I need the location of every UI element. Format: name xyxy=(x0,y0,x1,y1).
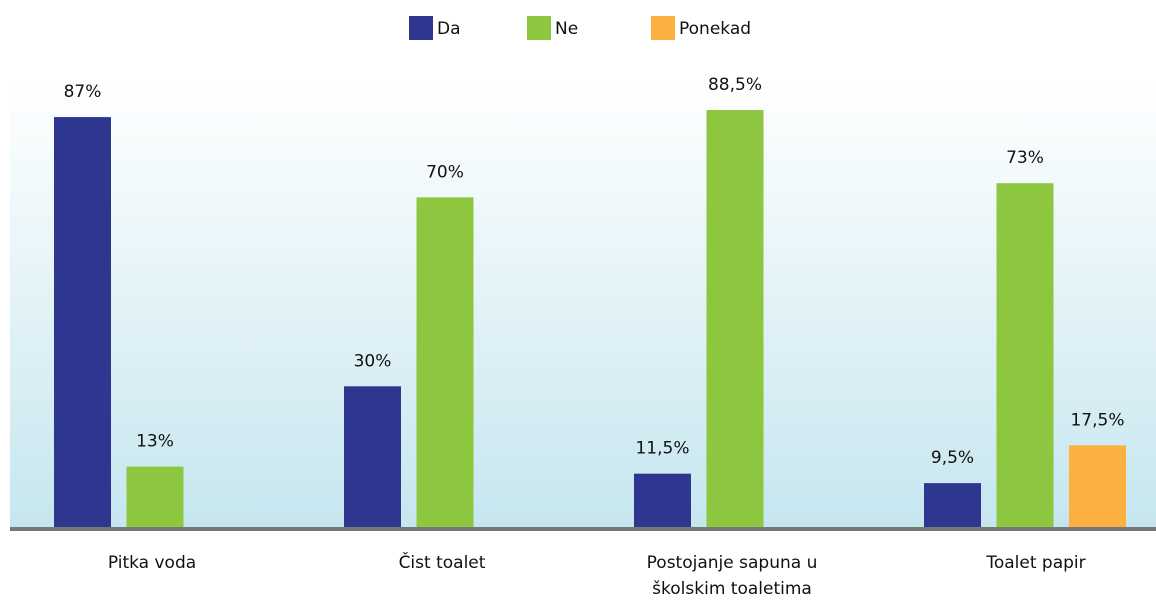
bar xyxy=(54,117,111,528)
bar xyxy=(996,183,1054,528)
category-label: Toalet papir xyxy=(986,553,1086,573)
bar xyxy=(344,386,401,528)
category-label: Čist toalet xyxy=(398,553,486,573)
value-label: 17,5% xyxy=(1070,410,1124,430)
legend-label: Ponekad xyxy=(679,19,751,39)
category-label: Postojanje sapuna u školskim toaletima xyxy=(646,553,818,599)
value-label: 9,5% xyxy=(931,448,974,468)
legend-swatch xyxy=(527,16,551,40)
category-label: Pitka voda xyxy=(107,553,197,573)
value-label: 13% xyxy=(136,432,174,452)
legend-label: Da xyxy=(437,19,461,39)
value-label: 30% xyxy=(354,351,392,371)
legend-label: Ne xyxy=(555,19,578,39)
value-label: 11,5% xyxy=(635,439,689,459)
bar xyxy=(1069,445,1126,528)
value-label: 88,5% xyxy=(708,75,762,95)
bar xyxy=(706,110,764,528)
bar xyxy=(416,197,474,528)
legend-swatch xyxy=(651,16,675,40)
legend-swatch xyxy=(409,16,433,40)
value-label: 87% xyxy=(64,82,102,102)
bar xyxy=(634,473,691,528)
plot-background xyxy=(10,80,1156,528)
bar xyxy=(126,466,184,528)
value-label: 70% xyxy=(426,162,464,182)
value-label: 73% xyxy=(1006,148,1044,168)
bar xyxy=(924,483,981,528)
baseline xyxy=(10,527,1156,531)
